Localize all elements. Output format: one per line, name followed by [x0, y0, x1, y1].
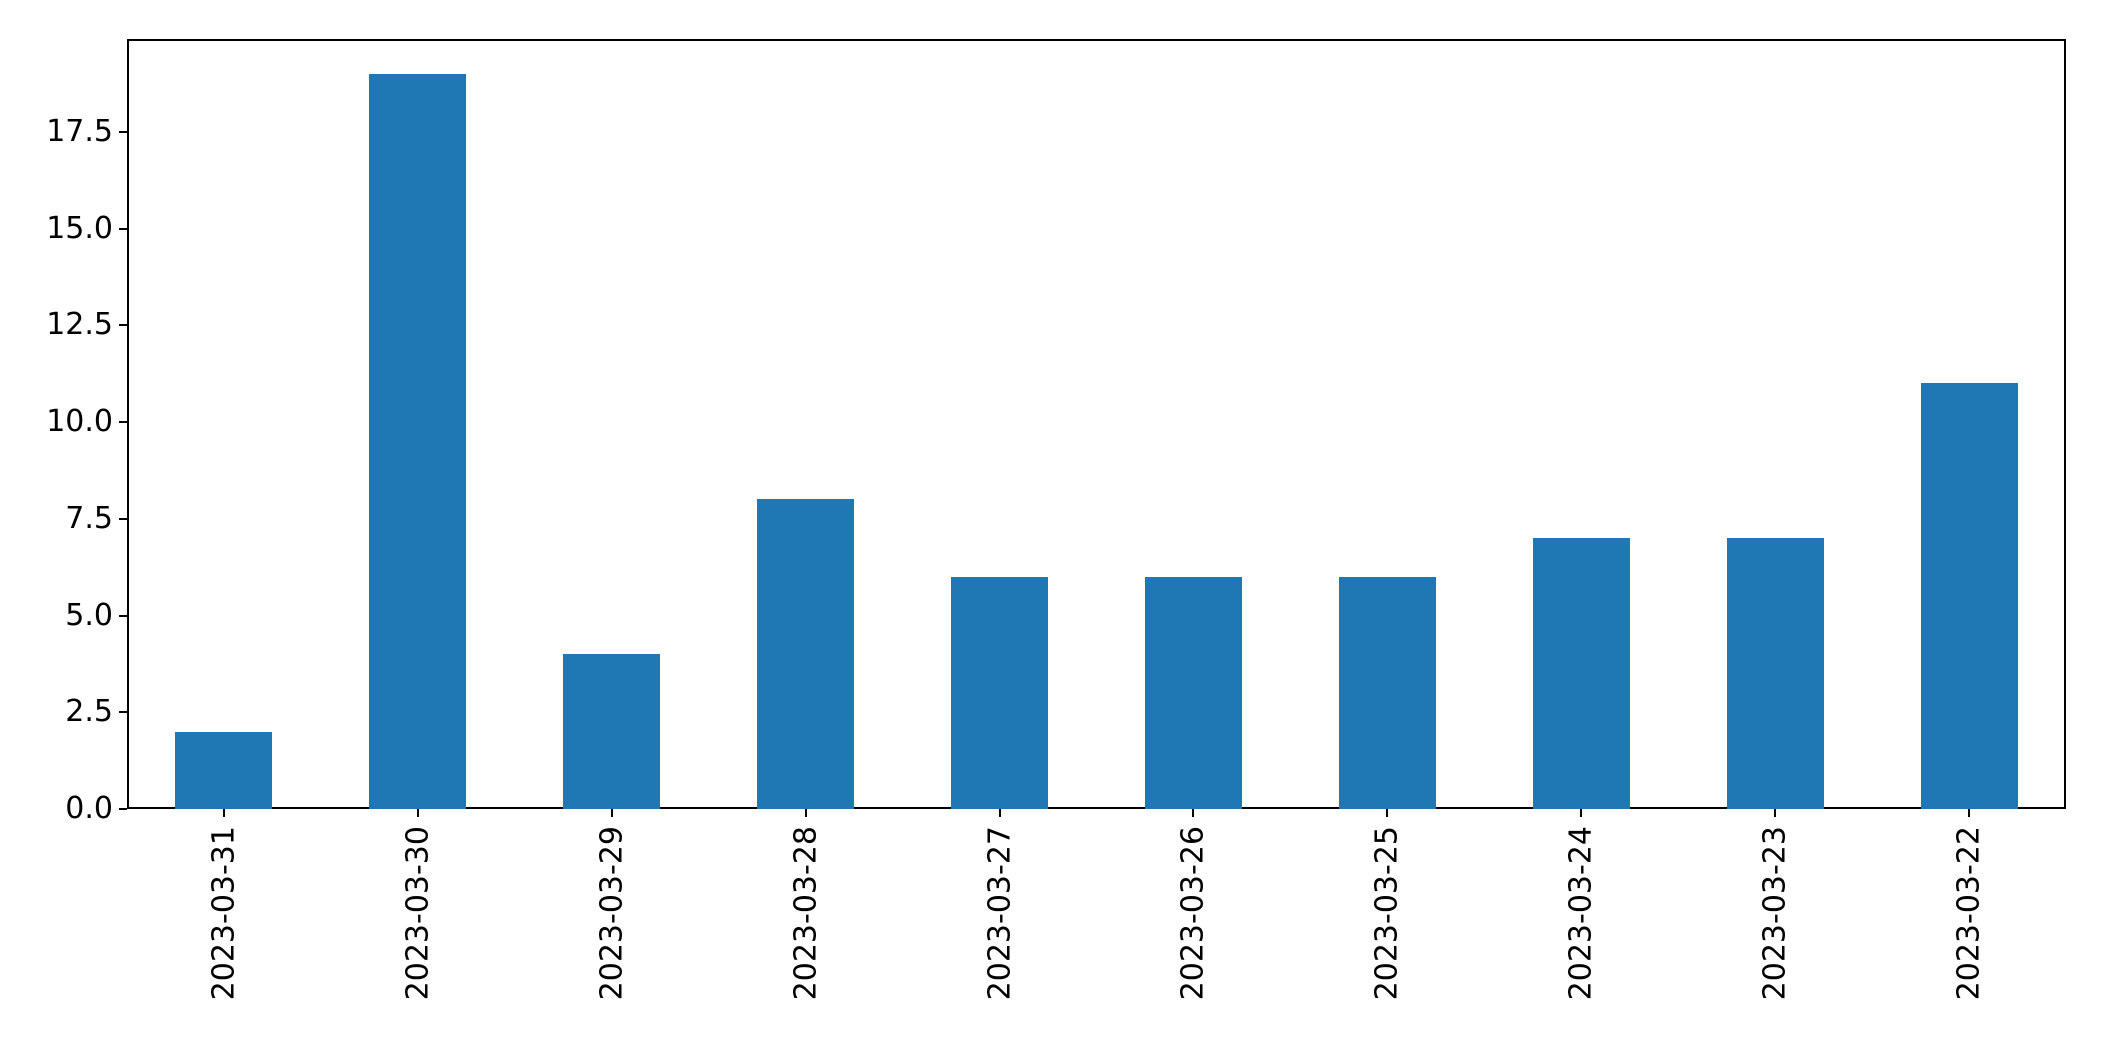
x-tick-mark — [223, 809, 225, 817]
bar — [951, 577, 1048, 809]
y-tick-mark — [119, 808, 127, 810]
x-tick-label: 2023-03-23 — [1757, 826, 1793, 1001]
x-tick-mark — [1968, 809, 1970, 817]
x-tick-mark — [611, 809, 613, 817]
bar — [369, 74, 466, 809]
y-tick-label: 2.5 — [65, 694, 113, 730]
x-tick-label: 2023-03-30 — [400, 826, 436, 1001]
y-tick-mark — [119, 711, 127, 714]
y-tick-label: 5.0 — [65, 597, 113, 633]
x-tick-mark — [1192, 809, 1194, 817]
y-tick-label: 12.5 — [46, 307, 113, 343]
bar — [1727, 538, 1824, 809]
x-tick-mark — [1774, 809, 1776, 817]
x-tick-mark — [1386, 809, 1388, 817]
x-tick-label: 2023-03-27 — [982, 826, 1018, 1001]
bar — [1921, 383, 2018, 809]
bar — [175, 732, 272, 809]
x-tick-label: 2023-03-28 — [788, 826, 824, 1001]
y-tick-label: 17.5 — [46, 113, 113, 149]
x-tick-label: 2023-03-29 — [594, 826, 630, 1001]
x-tick-label: 2023-03-22 — [1951, 826, 1987, 1001]
x-tick-mark — [1580, 809, 1582, 817]
y-tick-mark — [119, 421, 127, 424]
x-tick-mark — [805, 809, 807, 817]
x-tick-mark — [417, 809, 419, 817]
bar — [1145, 577, 1242, 809]
x-tick-label: 2023-03-24 — [1563, 826, 1599, 1001]
y-tick-label: 7.5 — [65, 500, 113, 536]
y-tick-label: 15.0 — [46, 210, 113, 246]
y-tick-label: 10.0 — [46, 404, 113, 440]
y-tick-mark — [119, 517, 127, 520]
y-tick-label: 0.0 — [65, 791, 113, 826]
y-tick-mark — [119, 130, 127, 133]
x-tick-label: 2023-03-26 — [1175, 826, 1211, 1001]
x-tick-mark — [999, 809, 1001, 817]
bar — [1533, 538, 1630, 809]
bar — [1339, 577, 1436, 809]
y-tick-mark — [119, 227, 127, 230]
x-tick-label: 2023-03-31 — [206, 826, 242, 1001]
bar — [757, 499, 854, 809]
y-tick-mark — [119, 614, 127, 617]
bar — [563, 654, 660, 809]
y-tick-mark — [119, 324, 127, 327]
x-tick-label: 2023-03-25 — [1369, 826, 1405, 1001]
